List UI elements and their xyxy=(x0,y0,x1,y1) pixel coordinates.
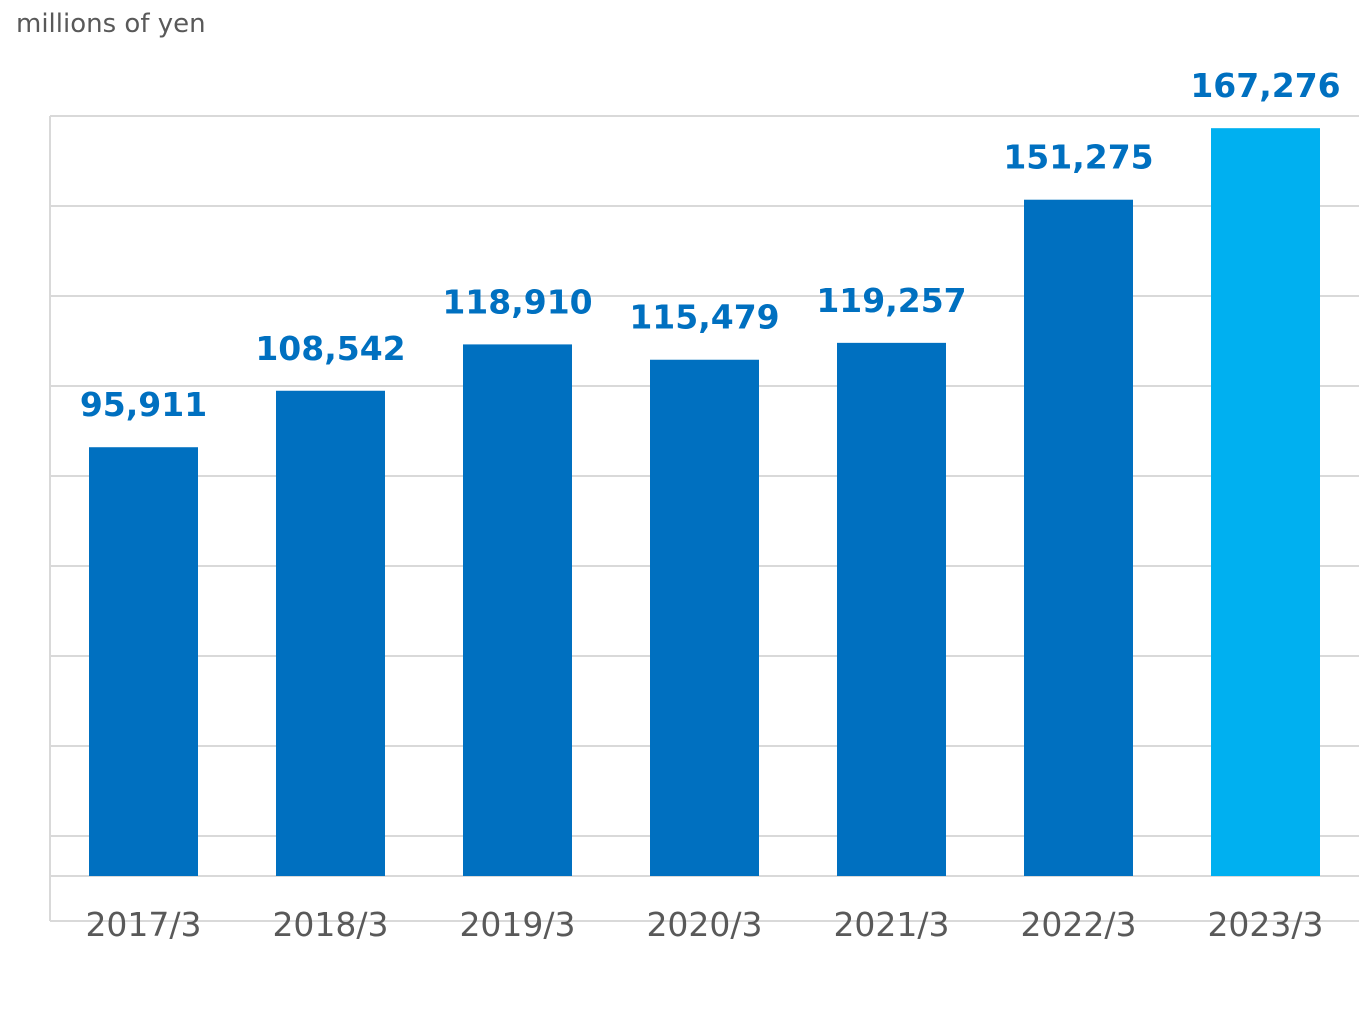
bars xyxy=(89,128,1320,877)
data-label: 167,276 xyxy=(1190,66,1340,105)
x-tick-label: 2023/3 xyxy=(1207,905,1323,944)
bar-2022-3 xyxy=(1024,199,1133,876)
x-tick-label: 2020/3 xyxy=(646,905,762,944)
data-label: 151,275 xyxy=(1003,138,1153,177)
bar-2018-3 xyxy=(276,390,385,876)
x-tick-label: 2017/3 xyxy=(85,905,201,944)
x-tick-label: 2022/3 xyxy=(1020,905,1136,944)
data-label: 115,479 xyxy=(629,298,779,337)
data-label: 108,542 xyxy=(255,329,405,368)
x-tick-label: 2021/3 xyxy=(833,905,949,944)
data-label: 95,911 xyxy=(80,385,207,424)
x-tick-labels: 2017/3 2018/3 2019/3 2020/3 2021/3 2022/3 2023… xyxy=(85,905,1323,944)
bar-2017-3 xyxy=(89,447,198,876)
x-tick-label: 2019/3 xyxy=(459,905,575,944)
data-label: 118,910 xyxy=(442,282,592,321)
unit-label: millions of yen xyxy=(16,9,206,39)
bar-2019-3 xyxy=(463,344,572,876)
bar-2021-3 xyxy=(837,342,946,876)
bar-2020-3 xyxy=(650,359,759,876)
data-label: 119,257 xyxy=(816,281,966,320)
bar-2023-3 xyxy=(1211,128,1320,877)
x-tick-label: 2018/3 xyxy=(272,905,388,944)
data-labels: 95,911 108,542 118,910 115,479 119,257 151,27… xyxy=(80,66,1341,424)
